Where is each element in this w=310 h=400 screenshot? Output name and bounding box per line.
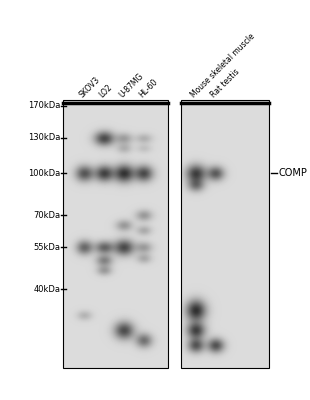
Text: SKOV3: SKOV3 bbox=[78, 75, 102, 99]
Text: 55kDa: 55kDa bbox=[33, 242, 60, 252]
Bar bbox=[181, 100, 269, 368]
Text: 170kDa: 170kDa bbox=[28, 102, 60, 110]
Text: HL-60: HL-60 bbox=[137, 77, 159, 99]
Text: 100kDa: 100kDa bbox=[28, 168, 60, 178]
Text: LO2: LO2 bbox=[98, 82, 114, 99]
Text: COMP: COMP bbox=[279, 168, 308, 178]
Text: Rat testis: Rat testis bbox=[209, 67, 241, 99]
Text: 40kDa: 40kDa bbox=[33, 284, 60, 294]
Text: 70kDa: 70kDa bbox=[33, 210, 60, 220]
Bar bbox=[63, 100, 168, 368]
Text: Mouse skeletal muscle: Mouse skeletal muscle bbox=[189, 31, 257, 99]
Text: U-87MG: U-87MG bbox=[117, 71, 145, 99]
Text: 130kDa: 130kDa bbox=[28, 134, 60, 142]
